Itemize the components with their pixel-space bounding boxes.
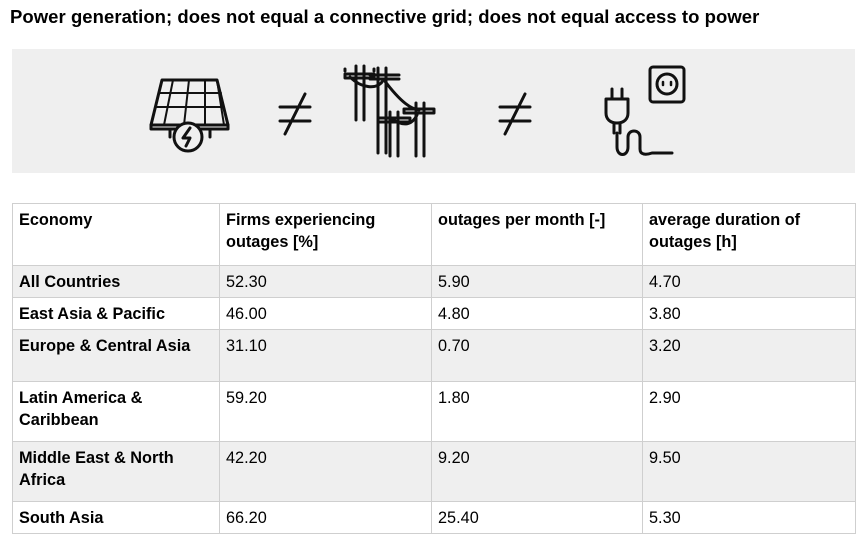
outages-per-month-cell: 0.70 [431, 329, 643, 382]
solar-panel-icon [149, 78, 230, 153]
firms-outages-cell: 31.10 [219, 329, 432, 382]
table-header-row: Economy Firms experiencing outages [%] o… [12, 203, 856, 266]
header-economy: Economy [12, 203, 220, 266]
firms-outages-cell: 66.20 [219, 501, 432, 534]
power-lines-icon [343, 64, 436, 158]
average-duration-cell: 9.50 [642, 441, 856, 502]
table-row: Latin America & Caribbean 59.20 1.80 2.9… [12, 381, 856, 442]
header-outages-per-month: outages per month [-] [431, 203, 643, 266]
table-row: Europe & Central Asia 31.10 0.70 3.20 [12, 329, 856, 382]
outages-per-month-cell: 25.40 [431, 501, 643, 534]
not-equal-icon [498, 92, 532, 136]
outages-per-month-cell: 1.80 [431, 381, 643, 442]
icon-banner [12, 49, 855, 173]
header-average-duration: average duration of outages [h] [642, 203, 856, 266]
average-duration-cell: 4.70 [642, 265, 856, 298]
table-row: South Asia 66.20 25.40 5.30 [12, 501, 856, 534]
not-equal-icon [278, 92, 312, 136]
average-duration-cell: 3.20 [642, 329, 856, 382]
table-row: East Asia & Pacific 46.00 4.80 3.80 [12, 297, 856, 330]
outages-per-month-cell: 9.20 [431, 441, 643, 502]
page-title: Power generation; does not equal a conne… [10, 6, 760, 27]
firms-outages-cell: 59.20 [219, 381, 432, 442]
average-duration-cell: 5.30 [642, 501, 856, 534]
economy-cell: Middle East & North Africa [12, 441, 220, 502]
economy-cell: South Asia [12, 501, 220, 534]
firms-outages-cell: 52.30 [219, 265, 432, 298]
outages-table: Economy Firms experiencing outages [%] o… [12, 203, 856, 534]
firms-outages-cell: 42.20 [219, 441, 432, 502]
table-row: Middle East & North Africa 42.20 9.20 9.… [12, 441, 856, 502]
economy-cell: East Asia & Pacific [12, 297, 220, 330]
plug-socket-icon [604, 65, 686, 156]
outages-per-month-cell: 4.80 [431, 297, 643, 330]
average-duration-cell: 3.80 [642, 297, 856, 330]
average-duration-cell: 2.90 [642, 381, 856, 442]
firms-outages-cell: 46.00 [219, 297, 432, 330]
outages-per-month-cell: 5.90 [431, 265, 643, 298]
economy-cell: Europe & Central Asia [12, 329, 220, 382]
header-firms-outages: Firms experiencing outages [%] [219, 203, 432, 266]
economy-cell: Latin America & Caribbean [12, 381, 220, 442]
table-row: All Countries 52.30 5.90 4.70 [12, 265, 856, 298]
economy-cell: All Countries [12, 265, 220, 298]
